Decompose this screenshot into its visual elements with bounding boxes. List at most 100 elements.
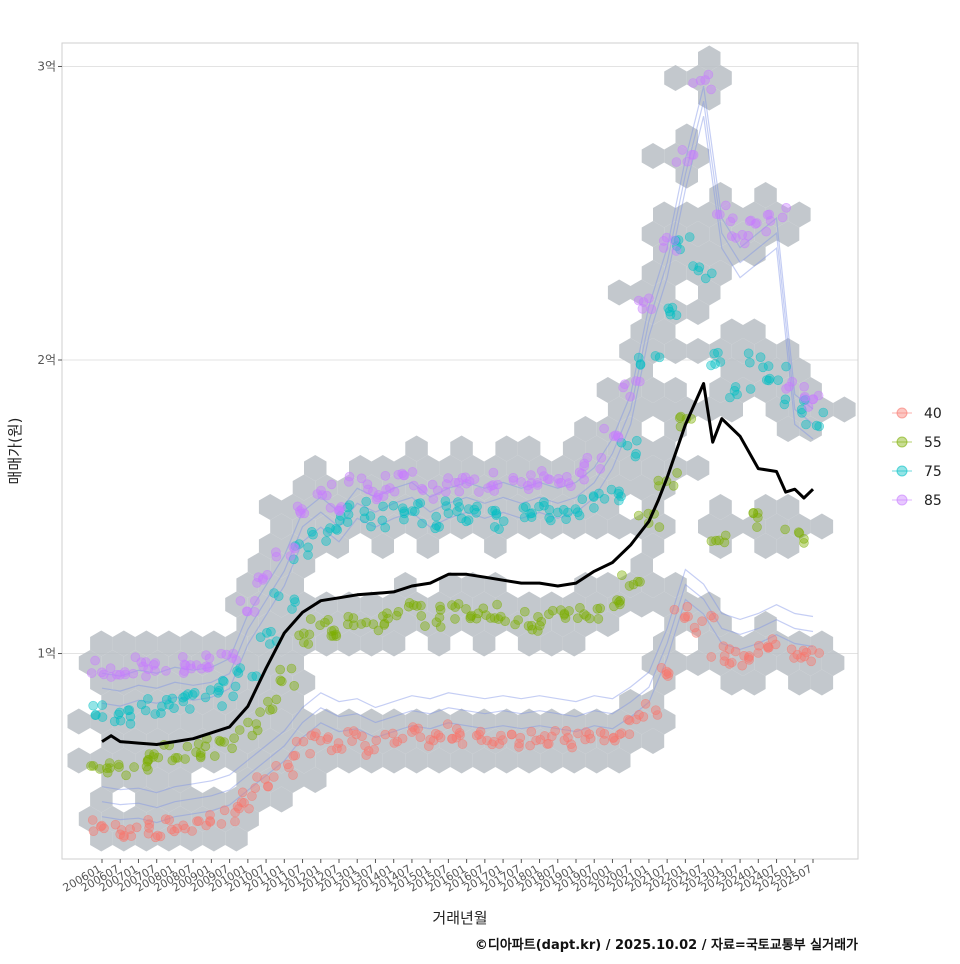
scatter-point-85 bbox=[488, 480, 498, 490]
hexbin-cell bbox=[799, 416, 822, 442]
scatter-point-40 bbox=[288, 751, 299, 761]
hexbin-cell bbox=[709, 65, 732, 91]
scatter-point-40 bbox=[496, 730, 506, 741]
scatter-point-85 bbox=[371, 494, 382, 505]
scatter-point-75 bbox=[200, 692, 211, 703]
scatter-point-55 bbox=[485, 613, 496, 623]
scatter-point-85 bbox=[739, 238, 750, 249]
scatter-point-40 bbox=[144, 819, 155, 829]
hexbin-cell bbox=[202, 708, 226, 735]
hexbin-cell bbox=[349, 494, 372, 520]
scatter-point-85 bbox=[105, 663, 116, 674]
scatter-point-40 bbox=[719, 650, 730, 661]
scatter-point-40 bbox=[451, 732, 462, 743]
scatter-point-75 bbox=[758, 362, 768, 373]
scatter-point-75 bbox=[431, 511, 442, 522]
hexbin-cell bbox=[146, 806, 169, 832]
scatter-point-85 bbox=[460, 472, 471, 483]
scatter-point-40 bbox=[326, 745, 337, 756]
scatter-point-75 bbox=[361, 496, 372, 507]
scatter-point-85 bbox=[252, 578, 262, 588]
scatter-point-40 bbox=[306, 730, 317, 741]
hexbin-cell bbox=[135, 786, 158, 813]
hexbin-cell bbox=[607, 396, 631, 423]
hexbin-cell bbox=[686, 338, 710, 364]
hexbin-cell bbox=[754, 377, 777, 403]
hexbin-cell bbox=[394, 728, 417, 754]
scatter-point-85 bbox=[634, 376, 645, 387]
scatter-point-85 bbox=[380, 470, 391, 481]
scatter-point-85 bbox=[397, 468, 408, 479]
scatter-point-40 bbox=[689, 622, 700, 633]
scatter-point-85 bbox=[292, 501, 303, 512]
scatter-point-55 bbox=[379, 620, 390, 630]
hexbin-cell bbox=[157, 708, 181, 735]
scatter-point-55 bbox=[393, 606, 404, 617]
scatter-point-40 bbox=[739, 650, 749, 661]
scatter-point-40 bbox=[550, 725, 561, 736]
scatter-point-75 bbox=[725, 392, 735, 403]
hexbin-cell bbox=[472, 513, 496, 540]
scatter-point-75 bbox=[577, 494, 588, 505]
scatter-point-40 bbox=[610, 735, 620, 746]
scatter-point-75 bbox=[545, 515, 556, 526]
hexbin-cell bbox=[315, 708, 338, 735]
hexbin-cell bbox=[439, 611, 462, 637]
scatter-point-85 bbox=[688, 78, 698, 88]
hexbin-cell bbox=[281, 494, 304, 520]
hexbin-cell bbox=[349, 611, 372, 637]
hexbin-cell bbox=[202, 630, 226, 657]
scatter-point-55 bbox=[544, 609, 554, 620]
legend-label-40: 40 bbox=[924, 406, 942, 422]
hexbin-cell bbox=[360, 591, 383, 618]
scatter-point-85 bbox=[625, 391, 636, 402]
hexbin-cell bbox=[776, 221, 800, 247]
hexbin-cell bbox=[304, 767, 327, 793]
hexbin-cell bbox=[585, 513, 608, 540]
hexbin-cell bbox=[236, 650, 259, 676]
scatter-point-40 bbox=[663, 668, 674, 679]
scatter-point-85 bbox=[299, 508, 310, 519]
scatter-point-75 bbox=[539, 500, 549, 511]
legend-key-40 bbox=[896, 407, 908, 419]
scatter-point-85 bbox=[389, 486, 400, 497]
hexbin-cell bbox=[698, 240, 721, 267]
scatter-point-75 bbox=[452, 506, 462, 517]
hexbin-cell bbox=[607, 513, 631, 540]
scatter-point-85 bbox=[294, 506, 305, 516]
hexbin-cell bbox=[146, 767, 169, 793]
scatter-point-40 bbox=[164, 815, 174, 825]
hexbin-cell bbox=[236, 767, 259, 793]
hexbin-cell bbox=[754, 533, 777, 559]
hexbin-cell bbox=[551, 611, 575, 637]
hexbin-cell bbox=[461, 572, 485, 598]
scatter-point-85 bbox=[646, 304, 657, 315]
density-contour bbox=[101, 583, 814, 809]
hexbin-cell bbox=[562, 435, 586, 462]
scatter-point-85 bbox=[128, 668, 138, 679]
scatter-point-75 bbox=[814, 421, 825, 432]
scatter-point-85 bbox=[288, 542, 299, 553]
hexbin-cell bbox=[630, 318, 653, 345]
hexbin-cell bbox=[360, 513, 383, 540]
scatter-point-75 bbox=[377, 515, 388, 526]
hexbin-cell bbox=[439, 455, 462, 481]
scatter-point-85 bbox=[595, 464, 606, 474]
scatter-point-85 bbox=[808, 394, 818, 405]
hexbin-cell bbox=[146, 650, 169, 676]
scatter-point-75 bbox=[744, 357, 755, 368]
hexbin-cell bbox=[630, 552, 653, 579]
hexbin-cell bbox=[754, 338, 777, 364]
scatter-point-55 bbox=[592, 603, 603, 614]
scatter-point-40 bbox=[357, 731, 367, 742]
scatter-point-85 bbox=[726, 231, 737, 241]
scatter-point-40 bbox=[288, 770, 298, 780]
scatter-point-75 bbox=[730, 382, 741, 392]
scatter-point-85 bbox=[249, 607, 260, 617]
hexbin-cell bbox=[180, 630, 203, 657]
scatter-point-85 bbox=[407, 467, 418, 477]
scatter-point-55 bbox=[434, 612, 445, 623]
hexbin-cell bbox=[90, 630, 113, 657]
hexbin-cell bbox=[427, 630, 451, 657]
